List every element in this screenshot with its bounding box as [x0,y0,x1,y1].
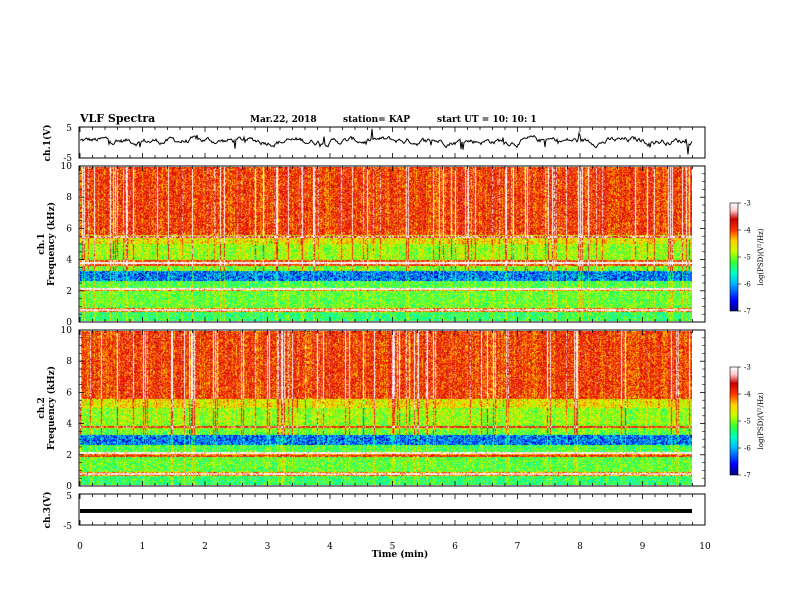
ch1-spectrogram-image [80,167,692,321]
time-tick-label-0: 0 [77,542,83,552]
colorbar-tick-label--4: -4 [744,391,751,399]
time-tick-label-9: 9 [640,542,646,552]
colorbar-tick-label--6: -6 [744,281,751,289]
freq-tick-label-4: 4 [66,256,72,266]
ch3-ylabel: ch.3(V) [42,492,53,529]
colorbar-tick-label--7: -7 [744,308,751,316]
ch3-waveform-panel: 5 -5 ch.3(V) [42,492,706,532]
ch2-colorbar-ticks: -3 -4 -5 -6 -7 [738,364,751,480]
time-tick-label-7: 7 [515,542,521,552]
time-tick-label-6: 6 [452,542,458,552]
ch2-spec-xticks [79,330,706,486]
time-tick-label-10: 10 [699,542,711,552]
freq-tick-label-6: 6 [66,388,72,398]
ch1-colorbar-ticks: -3 -4 -5 -6 -7 [738,200,751,316]
ch1-waveform-panel: 5 -5 ch.1(V) [42,124,706,164]
ch2-spectrogram-image [80,331,692,485]
ch2-spec-ylabel-freq: Frequency (kHz) [46,366,57,450]
freq-tick-label-8: 8 [66,357,72,367]
time-tick-label-1: 1 [140,542,146,552]
ch1-xticks [79,127,706,158]
colorbar-tick-label--3: -3 [744,200,751,208]
freq-tick-label-10: 10 [61,326,73,336]
colorbar-tick-label--6: -6 [744,445,751,453]
freq-tick-label-8: 8 [66,193,72,203]
ch2-spectrogram-panel: 0 2 4 6 8 10 ch.2 Frequency (kHz) [37,326,706,492]
freq-tick-label-2: 2 [66,451,72,461]
ch2-freq-ticks: 0 2 4 6 8 10 [61,326,705,492]
ch1-ytick-top: 5 [66,124,72,134]
x-axis-label: Time (min) [372,549,429,560]
colorbar-tick-label--5: -5 [744,254,751,262]
ch1-waveform-line [79,128,693,155]
ch2-spec-ylabel-ch: ch.2 [37,397,47,418]
time-tick-label-4: 4 [327,542,333,552]
ch2-colorbar-bar [729,366,739,476]
freq-tick-label-0: 0 [66,318,72,328]
ch1-spec-xticks [79,166,706,322]
ch1-spec-ylabel-freq: Frequency (kHz) [46,202,57,286]
ch1-ytick-bottom: -5 [63,154,72,164]
freq-tick-label-4: 4 [66,420,72,430]
freq-tick-label-0: 0 [66,482,72,492]
ch1-colorbar-bar [729,202,739,312]
ch1-ylabel: ch.1(V) [42,125,53,162]
ch1-spec-ylabel-ch: ch.1 [37,233,47,254]
colorbar-tick-label--4: -4 [744,227,751,235]
freq-tick-label-6: 6 [66,224,72,234]
ch3-xticks [79,494,706,525]
time-tick-labels: 0 1 2 3 4 5 6 7 8 9 10 [77,542,711,552]
ch2-colorbar: -3 -4 -5 -6 -7 log(PSD)(V²/Hz) [729,364,765,480]
freq-tick-label-10: 10 [61,162,73,172]
time-tick-label-8: 8 [577,542,583,552]
freq-tick-label-2: 2 [66,287,72,297]
ch1-spectrogram-panel: 0 2 4 6 8 10 ch.1 Frequency (kHz) [37,162,706,328]
colorbar-tick-label--5: -5 [744,418,751,426]
date-label: Mar.22, 2018 [250,115,317,125]
time-tick-label-3: 3 [265,542,271,552]
time-tick-label-2: 2 [202,542,208,552]
station-label: station= KAP [343,115,410,125]
colorbar-tick-label--7: -7 [744,472,751,480]
colorbar-tick-label--3: -3 [744,364,751,372]
time-tick-label-5: 5 [390,542,396,552]
chart-title: VLF Spectra [79,112,155,125]
start-ut-label: start UT = 10: 10: 1 [437,115,537,125]
ch1-colorbar-label: log(PSD)(V²/Hz) [757,228,765,285]
ch3-ytick-top: 5 [66,492,72,502]
ch3-ytick-bottom: -5 [63,522,72,532]
ch2-colorbar-label: log(PSD)(V²/Hz) [757,392,765,449]
ch1-colorbar: -3 -4 -5 -6 -7 log(PSD)(V²/Hz) [729,200,765,316]
